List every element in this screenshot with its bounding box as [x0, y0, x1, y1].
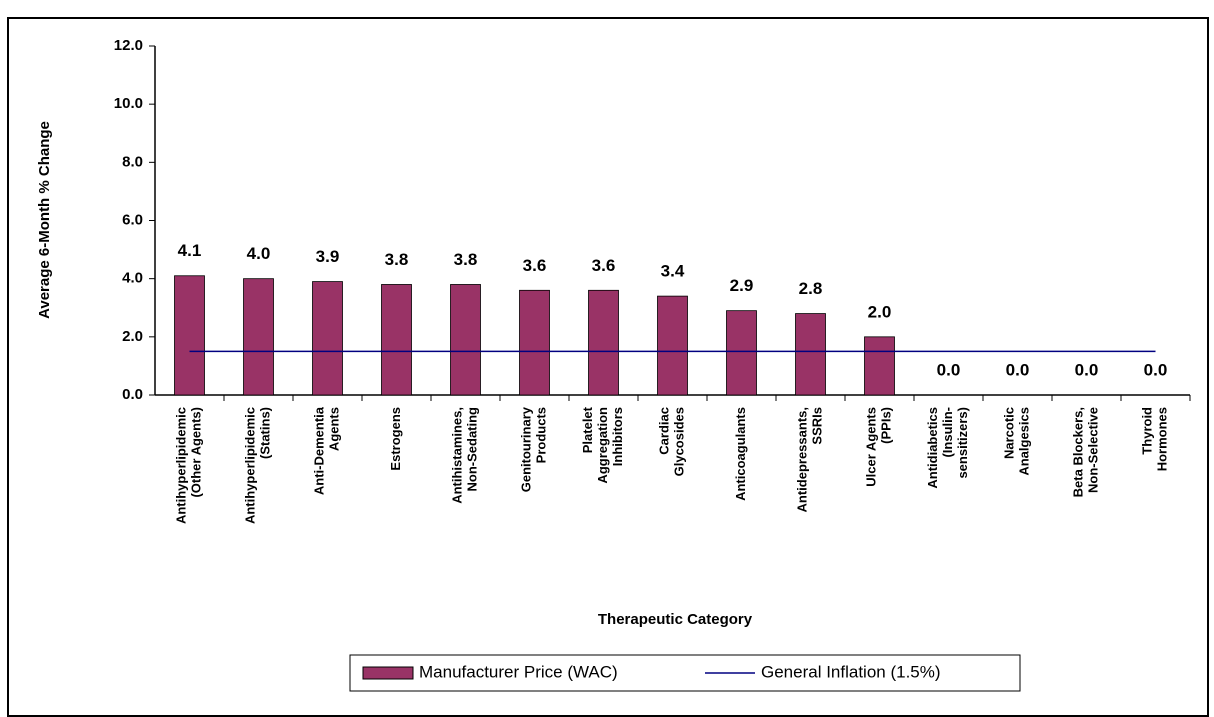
x-tick-label: Anticoagulants — [733, 407, 748, 501]
bar — [519, 289, 550, 396]
x-tick-label: Anti-Dementia — [311, 406, 326, 495]
legend-box — [349, 654, 1021, 692]
legend-swatch — [362, 666, 414, 680]
y-tick-label: 6.0 — [122, 211, 143, 228]
y-axis-title: Average 6-Month % Change — [36, 121, 53, 319]
x-tick-label: (PPIs) — [878, 407, 893, 444]
x-tick-label: (Insulin- — [940, 407, 955, 458]
data-label: 0.0 — [1006, 360, 1030, 379]
data-label: 3.9 — [316, 247, 340, 266]
x-tick-label: Antihyperlipidemic — [242, 407, 257, 524]
x-axis-title: Therapeutic Category — [598, 611, 753, 628]
data-label: 0.0 — [1144, 360, 1168, 379]
y-tick-label: 8.0 — [122, 153, 143, 170]
data-label: 2.9 — [730, 276, 754, 295]
x-tick-label: Glycosides — [671, 407, 686, 476]
data-label: 4.0 — [247, 244, 271, 263]
y-tick-label: 10.0 — [114, 95, 143, 112]
x-tick-label: Aggregation — [595, 407, 610, 484]
x-tick-label: (Statins) — [257, 407, 272, 459]
legend-label: General Inflation (1.5%) — [761, 662, 941, 681]
x-tick-label: Cardiac — [656, 407, 671, 455]
x-tick-label: Ulcer Agents — [863, 407, 878, 487]
x-tick-label: Narcotic — [1001, 407, 1016, 459]
bar — [174, 275, 205, 396]
data-label: 2.8 — [799, 279, 823, 298]
x-tick-label: Estrogens — [388, 407, 403, 471]
x-tick-label: Products — [533, 407, 548, 463]
x-tick-label: SSRIs — [809, 407, 824, 445]
x-tick-label: Agents — [326, 407, 341, 451]
x-tick-label: Antidepressants, — [794, 407, 809, 512]
bar — [381, 284, 412, 396]
x-tick-label: Platelet — [580, 406, 595, 453]
bar — [243, 278, 274, 396]
x-tick-label: Beta Blockers, — [1070, 407, 1085, 497]
bar — [450, 284, 481, 396]
x-tick-label: Inhibitors — [610, 407, 625, 466]
bar — [864, 336, 895, 396]
x-tick-label: Thyroid — [1139, 407, 1154, 455]
data-label: 3.6 — [523, 256, 547, 275]
bar — [312, 281, 343, 396]
x-tick-label: Antidiabetics — [925, 407, 940, 489]
x-tick-label: Non-Selective — [1085, 407, 1100, 493]
legend-label: Manufacturer Price (WAC) — [419, 662, 618, 681]
data-label: 3.8 — [385, 250, 409, 269]
data-label: 0.0 — [1075, 360, 1099, 379]
data-label: 2.0 — [868, 302, 892, 321]
x-tick-label: Antihistamines, — [449, 407, 464, 504]
y-tick-label: 4.0 — [122, 270, 143, 287]
x-tick-label: (Other Agents) — [188, 407, 203, 498]
bar — [726, 310, 757, 396]
bar — [795, 313, 826, 396]
x-tick-label: Hormones — [1154, 407, 1169, 471]
y-tick-label: 2.0 — [122, 328, 143, 345]
data-label: 3.8 — [454, 250, 478, 269]
y-tick-label: 12.0 — [114, 37, 143, 54]
bar — [657, 295, 688, 396]
x-tick-label: sensitizers) — [955, 407, 970, 479]
y-tick-label: 0.0 — [122, 386, 143, 403]
data-label: 4.1 — [178, 241, 202, 260]
data-label: 3.4 — [661, 262, 685, 281]
x-tick-label: Antihyperlipidemic — [173, 407, 188, 524]
x-tick-label: Non-Sedating — [464, 407, 479, 492]
data-label: 0.0 — [937, 360, 961, 379]
x-tick-label: Genitourinary — [518, 406, 533, 492]
bar — [588, 289, 619, 396]
x-tick-label: Analgesics — [1016, 407, 1031, 476]
data-label: 3.6 — [592, 256, 616, 275]
